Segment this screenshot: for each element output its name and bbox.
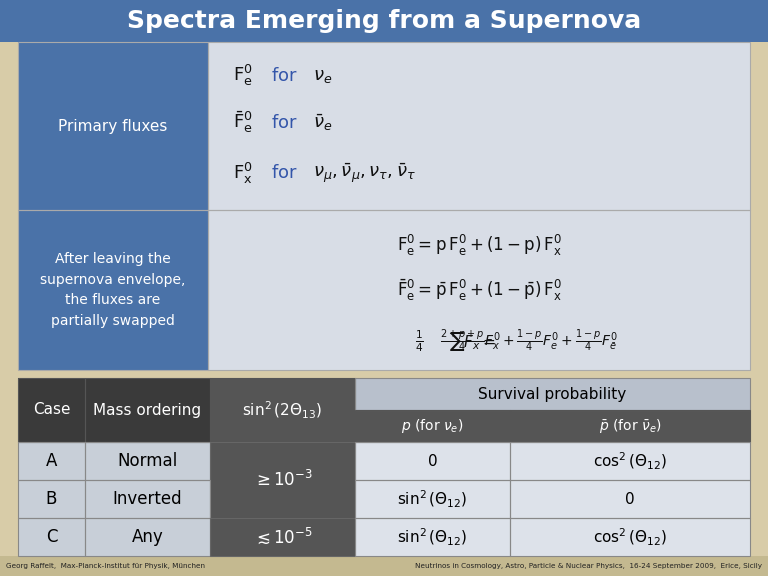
Bar (208, 210, 750, 370)
Text: $\sum F_x =$: $\sum F_x =$ (449, 329, 495, 353)
Bar (18, 378, 85, 442)
Bar (18, 480, 85, 518)
Bar (355, 442, 510, 480)
Bar (355, 410, 510, 442)
Bar (510, 442, 750, 480)
Text: $\sin^2(\Theta_{12})$: $\sin^2(\Theta_{12})$ (397, 526, 468, 548)
Text: $\frac{1}{4}$: $\frac{1}{4}$ (415, 328, 423, 354)
Text: $\mathrm{for}$: $\mathrm{for}$ (271, 113, 298, 132)
Bar (355, 480, 510, 518)
Bar (18, 210, 208, 370)
Text: $\cos^2(\Theta_{12})$: $\cos^2(\Theta_{12})$ (593, 450, 667, 472)
Bar (355, 378, 750, 410)
Text: $\mathrm{F_x^0}$: $\mathrm{F_x^0}$ (233, 161, 253, 185)
Bar (355, 410, 510, 442)
Bar (18, 42, 208, 210)
Text: $\mathrm{\bar{F}_e^0 = \bar{p}\,F_e^0 + (1-\bar{p})\,F_x^0}$: $\mathrm{\bar{F}_e^0 = \bar{p}\,F_e^0 + … (396, 277, 561, 303)
Text: Inverted: Inverted (113, 490, 182, 508)
Bar (85, 518, 210, 556)
Bar (85, 378, 210, 442)
Text: $\mathrm{F_e^0 = p\,F_e^0 + (1-p)\,F_x^0}$: $\mathrm{F_e^0 = p\,F_e^0 + (1-p)\,F_x^0… (396, 233, 561, 257)
Bar (210, 518, 355, 556)
Bar (510, 410, 750, 442)
Bar (85, 378, 210, 442)
Bar (208, 42, 750, 210)
Text: $\sin^2(\Theta_{12})$: $\sin^2(\Theta_{12})$ (397, 488, 468, 510)
Text: $\mathrm{F_e^0}$: $\mathrm{F_e^0}$ (233, 63, 253, 88)
Text: Case: Case (33, 403, 70, 418)
Bar (208, 210, 750, 370)
Bar (210, 518, 355, 556)
Bar (510, 518, 750, 556)
Bar (355, 442, 510, 480)
Text: B: B (46, 490, 57, 508)
Bar (85, 518, 210, 556)
Text: C: C (46, 528, 58, 546)
Bar (355, 378, 750, 410)
Bar (0, 556, 768, 576)
Text: $\frac{2+p+p}{4}F_x^0 + \frac{1-p}{4}F_e^0 + \frac{1-p}{4}F_{\bar{e}}^0$: $\frac{2+p+p}{4}F_x^0 + \frac{1-p}{4}F_e… (440, 328, 617, 354)
Text: $p$ (for $\nu_e$): $p$ (for $\nu_e$) (401, 417, 464, 435)
Text: Georg Raffelt,  Max-Planck-Institut für Physik, München: Georg Raffelt, Max-Planck-Institut für P… (6, 563, 205, 569)
Bar (210, 442, 355, 518)
Text: 0: 0 (428, 453, 437, 468)
Text: $\geq 10^{-3}$: $\geq 10^{-3}$ (253, 470, 313, 490)
Text: $\cos^2(\Theta_{12})$: $\cos^2(\Theta_{12})$ (593, 526, 667, 548)
Bar (210, 378, 355, 442)
Bar (18, 210, 208, 370)
Text: After leaving the
supernova envelope,
the fluxes are
partially swapped: After leaving the supernova envelope, th… (40, 252, 186, 328)
Bar (18, 518, 85, 556)
Bar (355, 480, 510, 518)
Bar (18, 42, 208, 210)
Bar (510, 442, 750, 480)
Bar (510, 410, 750, 442)
Bar (210, 378, 355, 442)
Text: $\sin^2(2\Theta_{13})$: $\sin^2(2\Theta_{13})$ (243, 399, 323, 420)
Bar (85, 480, 210, 518)
Bar (18, 518, 85, 556)
Bar (0, 0, 768, 42)
Text: $\mathrm{\bar{F}_e^0}$: $\mathrm{\bar{F}_e^0}$ (233, 110, 253, 135)
Text: Spectra Emerging from a Supernova: Spectra Emerging from a Supernova (127, 9, 641, 33)
Bar (510, 480, 750, 518)
Bar (210, 442, 355, 518)
Bar (208, 42, 750, 210)
Text: A: A (46, 452, 57, 470)
Bar (18, 480, 85, 518)
Text: Normal: Normal (118, 452, 177, 470)
Text: $\nu_\mu, \bar{\nu}_\mu, \nu_\tau, \bar{\nu}_\tau$: $\nu_\mu, \bar{\nu}_\mu, \nu_\tau, \bar{… (313, 161, 416, 185)
Bar (18, 442, 85, 480)
Text: $\nu_e$: $\nu_e$ (313, 67, 333, 85)
Bar (18, 442, 85, 480)
Bar (355, 518, 510, 556)
Text: $\mathrm{for}$: $\mathrm{for}$ (271, 164, 298, 182)
Text: $\bar{p}$ (for $\bar{\nu}_e$): $\bar{p}$ (for $\bar{\nu}_e$) (599, 417, 661, 435)
Bar (18, 378, 85, 442)
Text: $\lesssim 10^{-5}$: $\lesssim 10^{-5}$ (253, 526, 313, 547)
Text: Primary fluxes: Primary fluxes (58, 119, 167, 134)
Text: Survival probability: Survival probability (478, 386, 627, 401)
Text: $\mathrm{for}$: $\mathrm{for}$ (271, 67, 298, 85)
Text: Neutrinos in Cosmology, Astro, Particle & Nuclear Physics,  16-24 September 2009: Neutrinos in Cosmology, Astro, Particle … (415, 563, 762, 569)
Bar (85, 442, 210, 480)
Text: 0: 0 (625, 491, 635, 506)
Bar (355, 518, 510, 556)
Bar (510, 480, 750, 518)
Text: $\bar{\nu}_e$: $\bar{\nu}_e$ (313, 112, 333, 133)
Text: Any: Any (131, 528, 164, 546)
Bar (510, 518, 750, 556)
Bar (85, 480, 210, 518)
Text: Mass ordering: Mass ordering (94, 403, 201, 418)
Bar (85, 442, 210, 480)
